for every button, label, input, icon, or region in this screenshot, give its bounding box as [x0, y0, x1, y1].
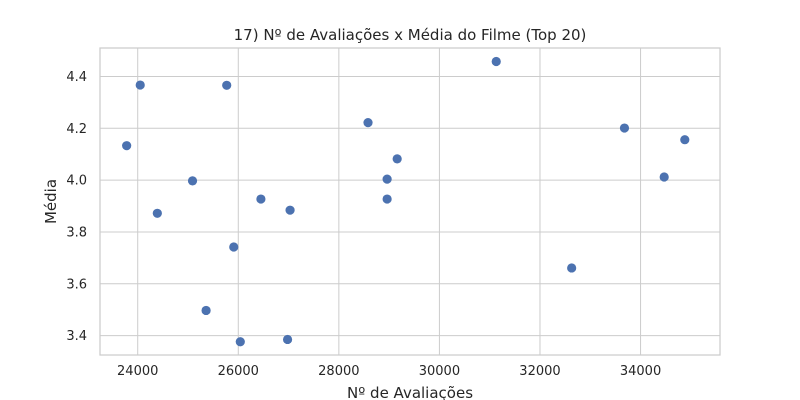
x-tick-label: 26000: [218, 364, 259, 379]
x-tick-label: 28000: [318, 364, 359, 379]
data-point: [680, 135, 690, 145]
data-point: [222, 80, 232, 90]
y-tick-label: 3.6: [66, 277, 87, 292]
data-point: [363, 118, 373, 128]
data-point: [135, 80, 145, 90]
data-point: [285, 205, 295, 215]
data-point: [282, 334, 293, 345]
data-point: [187, 176, 198, 186]
chart-title: 17) Nº de Avaliações x Média do Filme (T…: [234, 26, 587, 44]
data-point: [235, 337, 245, 347]
data-point: [382, 174, 392, 184]
x-tick-label: 34000: [620, 364, 661, 379]
x-axis-title: Nº de Avaliações: [347, 384, 473, 400]
data-point: [392, 154, 402, 164]
data-point: [567, 263, 577, 273]
data-points: [122, 56, 690, 347]
data-point: [659, 172, 669, 182]
x-tick-label: 32000: [519, 364, 560, 379]
data-point: [122, 141, 132, 151]
y-tick-label: 4.4: [66, 70, 87, 85]
y-tick-label: 3.8: [66, 225, 87, 240]
data-point: [201, 305, 211, 316]
data-point: [152, 208, 162, 218]
data-point: [491, 56, 501, 67]
plot-frame: [99, 47, 721, 356]
tick-labels: 24000 26000 28000 30000 32000 34000 3.4 3.6 3.8 4…: [66, 70, 661, 379]
data-point: [382, 194, 392, 204]
data-point: [229, 242, 239, 252]
y-tick-label: 4.2: [66, 122, 87, 137]
x-tick-label: 24000: [117, 364, 158, 379]
y-tick-label: 4.0: [66, 174, 87, 189]
data-point: [256, 194, 266, 204]
x-tick-label: 30000: [419, 364, 460, 379]
data-point: [619, 123, 630, 133]
y-tick-label: 3.4: [66, 329, 87, 344]
grid-lines: [100, 48, 720, 355]
y-axis-title: Média: [42, 179, 60, 224]
